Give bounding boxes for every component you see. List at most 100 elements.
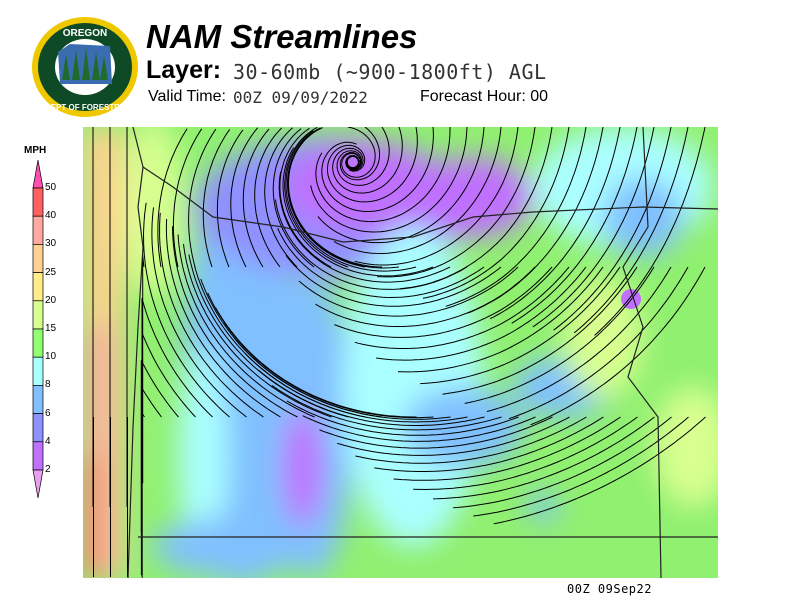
legend-swatch-50 xyxy=(32,187,44,217)
streamline xyxy=(271,384,502,431)
legend-swatch-30 xyxy=(32,244,44,273)
streamline xyxy=(157,128,188,268)
streamline xyxy=(216,129,244,268)
streamline xyxy=(453,416,672,509)
streamline xyxy=(355,416,587,464)
legend-below-arrow xyxy=(32,469,44,499)
streamline xyxy=(433,416,655,500)
streamline xyxy=(165,218,281,418)
layer-value: 30-60mb (~900-1800ft) AGL xyxy=(233,60,547,84)
legend-label: 40 xyxy=(45,210,57,222)
streamline xyxy=(234,337,451,420)
layer-label: Layer: xyxy=(146,56,222,84)
streamline xyxy=(321,127,434,213)
streamline xyxy=(272,128,315,268)
legend-swatch-6 xyxy=(32,413,44,443)
streamline xyxy=(188,128,217,268)
streamline xyxy=(315,127,451,223)
map-timestamp: 00Z 09Sep22 xyxy=(567,582,652,596)
streamline xyxy=(310,127,468,233)
legend-swatch-15 xyxy=(32,328,44,358)
forecast-hour: Forecast Hour: 00 xyxy=(420,88,549,105)
streamline xyxy=(254,127,283,268)
streamline xyxy=(159,212,264,418)
streamline xyxy=(284,127,349,268)
streamline xyxy=(177,234,315,418)
streamline xyxy=(202,129,231,268)
streamline xyxy=(511,127,638,324)
valid-time-label: Valid Time: xyxy=(148,88,226,105)
streamline xyxy=(223,322,434,419)
legend-label: 20 xyxy=(45,294,57,306)
streamline xyxy=(285,254,502,307)
streamline xyxy=(183,243,332,418)
streamline xyxy=(245,353,468,423)
legend-above-arrow xyxy=(32,159,44,189)
streamline xyxy=(317,127,485,244)
legend-label: 50 xyxy=(45,182,57,193)
streamline xyxy=(594,127,706,336)
streamline xyxy=(420,266,621,385)
streamline xyxy=(140,360,179,533)
legend-unit: MPH xyxy=(24,145,47,156)
streamline xyxy=(376,266,587,361)
streamline xyxy=(493,416,706,525)
streamline xyxy=(397,266,604,373)
streamline xyxy=(277,227,485,299)
streamlines xyxy=(92,127,706,578)
streamline xyxy=(334,266,553,338)
streamline xyxy=(354,127,519,266)
streamline xyxy=(333,127,502,254)
streamline xyxy=(264,127,298,268)
svg-text:OREGON: OREGON xyxy=(63,28,107,39)
streamline xyxy=(486,266,672,412)
streamline xyxy=(377,127,536,278)
streamline xyxy=(215,307,417,418)
streamline xyxy=(374,416,604,472)
streamline xyxy=(442,266,638,395)
streamline xyxy=(141,297,213,418)
legend-swatch-25 xyxy=(32,272,44,302)
streamline xyxy=(285,130,417,272)
page-title: NAM Streamlines xyxy=(146,18,418,55)
streamline xyxy=(172,128,203,268)
streamline-map xyxy=(83,127,718,578)
streamline xyxy=(336,416,570,456)
streamline xyxy=(413,416,638,491)
legend-label: 25 xyxy=(45,266,57,278)
streamline xyxy=(172,226,298,418)
streamline xyxy=(393,416,621,481)
legend-swatch-20 xyxy=(32,300,44,330)
legend-swatch-40 xyxy=(32,215,44,245)
color-legend xyxy=(32,159,44,499)
svg-text:DEPT OF FORESTRY: DEPT OF FORESTRY xyxy=(45,103,126,112)
valid-time-value: 00Z 09/09/2022 xyxy=(233,88,368,107)
legend-label: 2 xyxy=(45,464,51,475)
streamline xyxy=(473,416,689,517)
streamline xyxy=(287,128,400,269)
legend-label: 15 xyxy=(45,323,57,334)
streamline xyxy=(553,127,672,331)
streamline xyxy=(298,266,519,317)
streamline xyxy=(278,171,451,283)
legend-swatch-10 xyxy=(32,356,44,386)
legend-swatch-4 xyxy=(32,441,44,471)
legend-swatch-8 xyxy=(32,385,44,414)
oregon-department-of-forestry-logo: OREGON DEPT OF FORESTRY xyxy=(32,17,138,117)
streamline xyxy=(142,202,230,418)
state-boundaries xyxy=(127,127,718,578)
streamline xyxy=(279,127,332,268)
legend-label: 30 xyxy=(45,238,57,250)
streamline xyxy=(319,416,553,449)
streamline xyxy=(508,266,689,420)
streamline xyxy=(400,127,553,290)
streamline xyxy=(302,415,536,442)
streamline xyxy=(464,266,655,404)
streamline xyxy=(230,127,259,268)
streamline xyxy=(354,266,570,349)
streamline xyxy=(327,127,418,203)
streamline xyxy=(282,147,434,277)
streamline xyxy=(242,128,270,268)
streamline xyxy=(257,369,485,426)
streamline xyxy=(573,127,689,334)
